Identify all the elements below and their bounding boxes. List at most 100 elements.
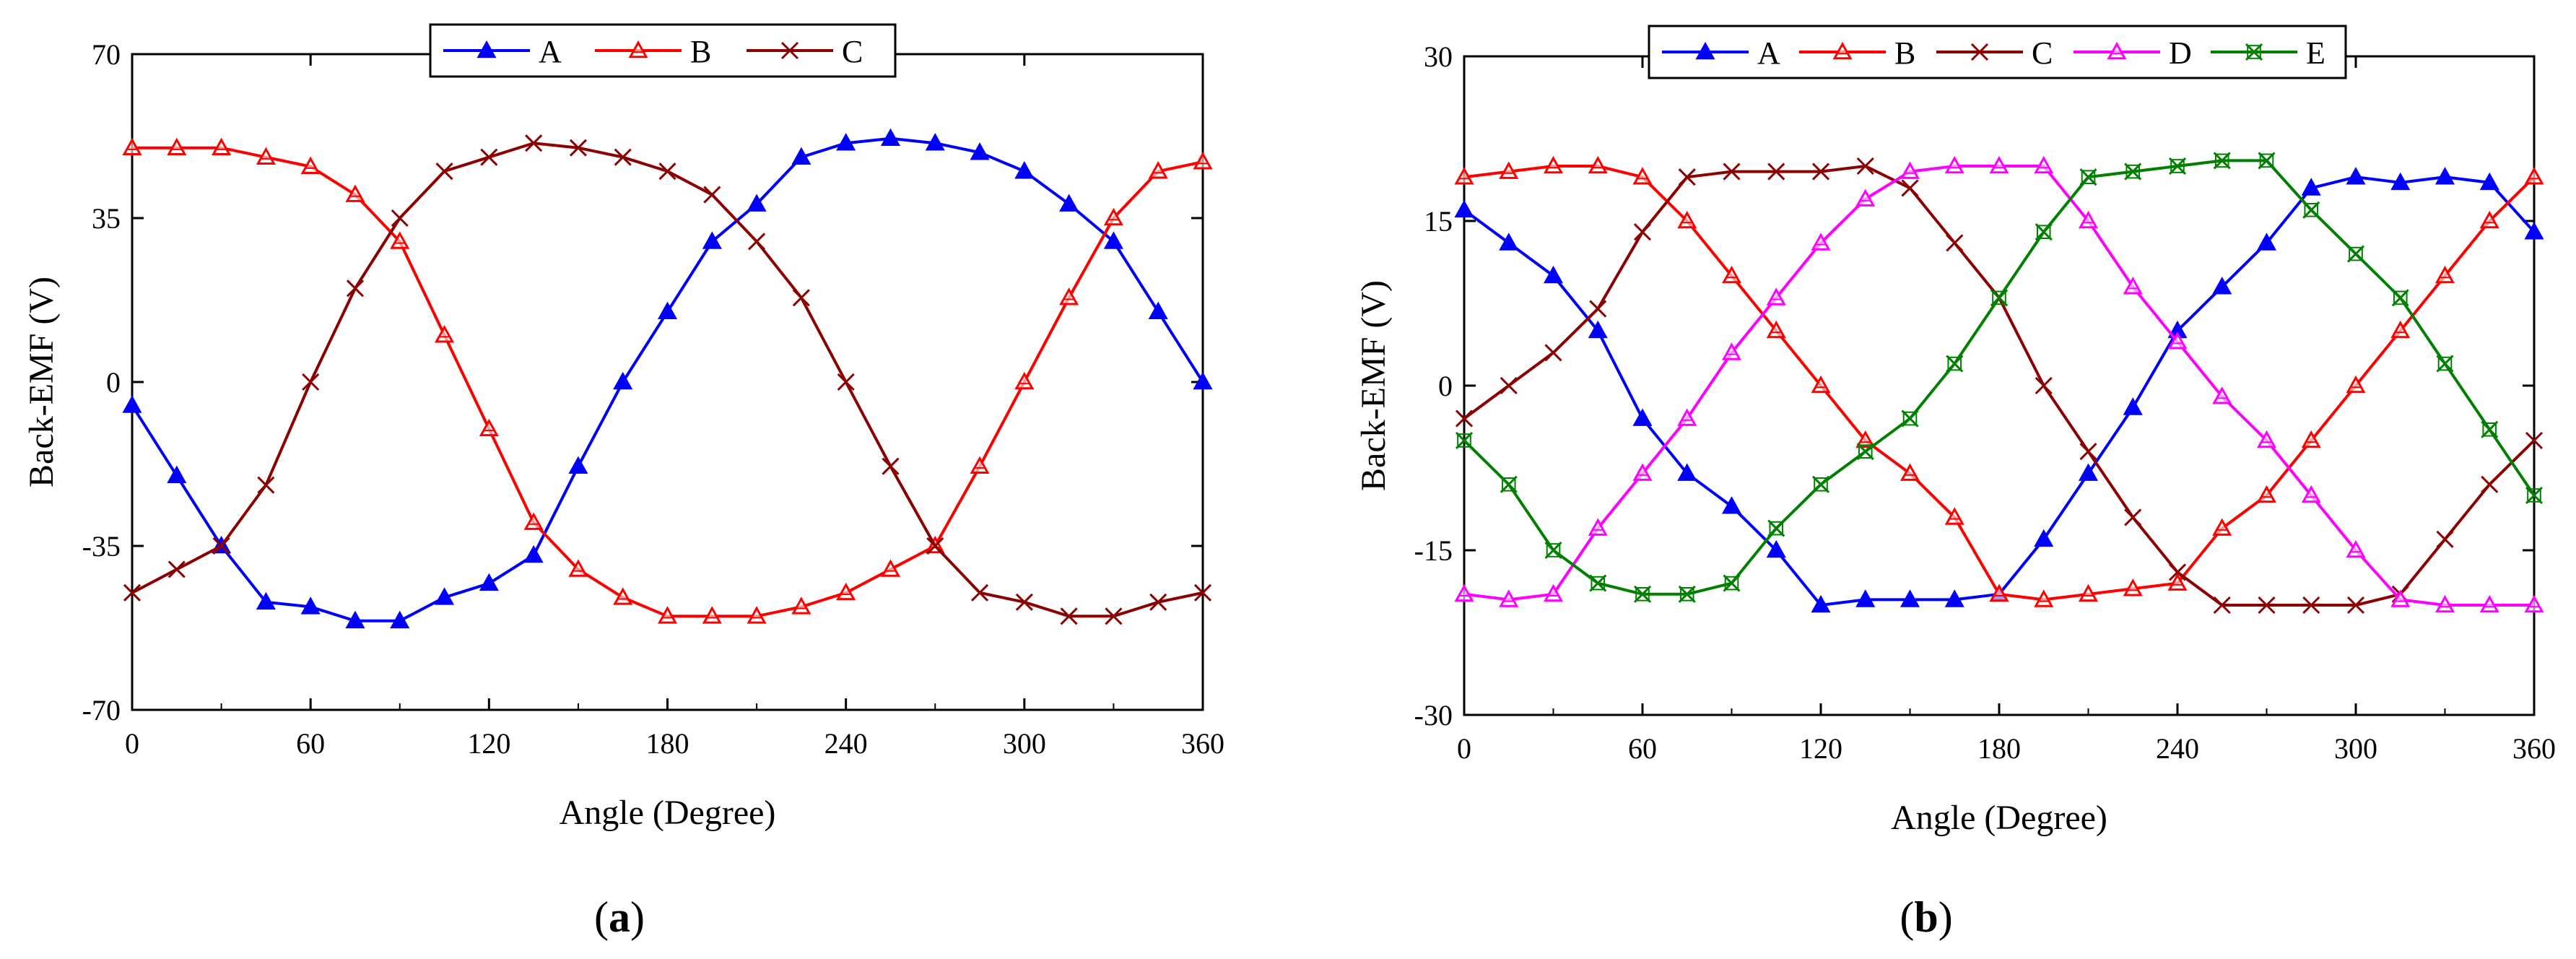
data-point-C [614,148,632,166]
x-tick-label: 0 [1457,732,1471,765]
data-point-C [970,583,989,602]
y-tick-label: -30 [1414,699,1453,732]
data-point-C [2481,475,2499,493]
data-point-E [2258,152,2276,170]
series-B [122,137,1213,624]
y-tick-label: -15 [1414,534,1453,567]
legend-item-B: B [1799,35,1915,71]
data-point-E [1633,585,1652,603]
panel-label-close: ) [1938,893,1953,941]
data-point-A [1193,371,1213,390]
data-point-A [256,591,276,610]
data-point-A [1944,589,1964,607]
x-tick-label: 180 [1977,732,2021,765]
legend-marker-B [628,40,648,58]
data-point-A [2390,172,2411,191]
panel-label-letter: b [1914,893,1938,941]
legend-marker-D [2107,41,2127,60]
data-point-D [2078,210,2099,229]
data-point-A [300,596,321,615]
data-point-D [1766,287,1786,305]
data-point-A [122,395,142,413]
data-point-B [256,147,276,165]
data-point-C [2436,530,2454,548]
y-tick-label: 0 [1438,370,1453,402]
data-point-A [2212,277,2232,295]
data-point-A [970,142,990,160]
x-tick-label: 300 [1003,727,1046,760]
legend-label: A [1757,35,1780,71]
data-point-B [1193,152,1213,170]
data-point-A [1677,463,1697,481]
data-point-A [836,133,856,151]
data-point-D [2123,277,2143,295]
data-point-B [1944,507,1964,525]
data-point-D [1855,188,1876,207]
data-point-E [1723,574,1741,592]
y-axis-title: Back-EMF (V) [1354,280,1393,491]
data-point-B [479,418,499,437]
data-point-C [1633,223,1652,241]
data-point-B [1499,161,1519,179]
data-point-A [390,610,410,629]
data-point-B [2167,573,2188,591]
series-line-A [131,136,1204,622]
data-point-E [2436,355,2454,373]
data-point-C [926,537,944,555]
data-point-C [1678,168,1696,186]
data-point-C [569,139,587,157]
data-point-A [1588,320,1608,339]
data-point-C [1811,162,1830,181]
x-tick-label: 300 [2334,732,2377,765]
data-point-A [479,573,499,591]
legend: A B C D E [1648,25,2347,79]
data-point-A [1721,496,1742,514]
data-point-C [346,279,365,298]
series-D [1454,155,2544,613]
series-line-B [132,146,1204,618]
data-point-B [2390,320,2411,339]
data-point-B [1677,210,1697,229]
legend-label: B [1894,35,1915,71]
data-point-B [747,606,767,624]
legend-label: D [2169,35,2192,71]
data-point-B [2123,578,2143,596]
data-point-D [1454,583,1474,602]
data-point-C [1193,583,1212,602]
data-point-E [1500,475,1518,493]
data-point-A [880,128,901,147]
data-point-C [1105,607,1123,625]
data-point-D [2256,430,2277,448]
series-A [122,128,1213,629]
series-line-E [1463,159,2536,596]
legend-label: E [2306,35,2325,71]
data-point-C [658,162,676,181]
x-axis-title: Angle (Degree) [1891,799,2107,837]
data-point-C [2346,596,2365,615]
data-point-A [2524,222,2544,240]
data-point-B [523,512,544,530]
legend-marker-C [1970,43,1989,61]
legend-marker-E [2245,43,2263,61]
legend-item-E: E [2211,35,2325,71]
data-point-B [1989,583,2009,602]
data-point-C [1015,593,1033,611]
data-point-A [1543,265,1564,284]
x-tick-label: 60 [296,727,325,760]
x-tick-label: 240 [824,727,868,760]
data-point-B [1454,167,1474,185]
y-axis-title: Back-EMF (V) [22,277,61,487]
legend-marker-A [1695,41,1715,60]
data-point-D [2301,485,2321,503]
data-point-C [837,373,855,391]
data-point-B [880,559,901,577]
data-point-E [1589,574,1607,592]
data-point-A [2034,529,2054,547]
data-point-C [1946,234,1964,252]
data-point-A [2479,172,2499,191]
data-point-E [2213,152,2231,170]
x-tick-label: 180 [646,727,689,760]
data-point-E [2168,157,2187,175]
x-tick-label: 0 [125,727,139,760]
data-point-A [1811,594,1831,613]
